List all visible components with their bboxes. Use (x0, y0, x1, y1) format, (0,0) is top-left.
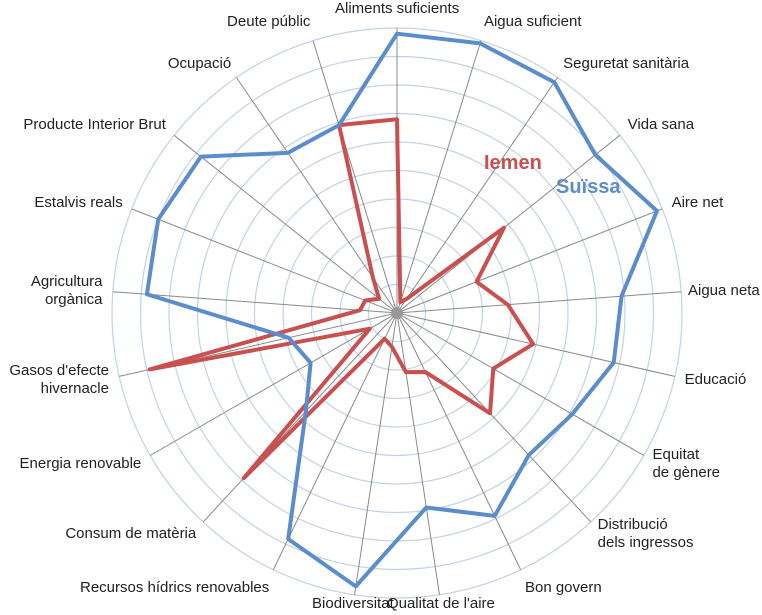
spoke (202, 312, 398, 523)
spoke (112, 291, 398, 314)
spoke (354, 312, 398, 595)
axis-label: Deute públic (227, 13, 311, 31)
legend-label: Suïssa (556, 176, 621, 198)
spoke (396, 291, 682, 314)
axis-label: Aire net (671, 194, 724, 212)
axis-label: Ocupació (167, 55, 232, 73)
spoke (149, 312, 398, 456)
axis-label: Aliments suficients (335, 0, 460, 17)
axis-label: Biodiversitat (312, 595, 394, 612)
series-line (147, 117, 536, 481)
axis-label: Aigua neta (688, 281, 760, 299)
axis-label: Aigua suficient (483, 13, 582, 31)
spoke (131, 208, 398, 314)
spoke (396, 40, 482, 314)
spoke (396, 312, 675, 377)
axis-label: Estalvis reals (34, 194, 123, 212)
axis-label: Consum de matèria (65, 524, 197, 542)
spoke (396, 77, 558, 314)
axis-label: Seguretat sanitària (563, 55, 690, 73)
axis-label: Producte Interior Brut (23, 116, 166, 134)
axis-label: Educació (684, 370, 747, 388)
spoke (312, 40, 398, 314)
axis-label: Equitat de gènere (652, 445, 721, 481)
axis-label: Agricultura orgànica (30, 272, 103, 308)
axis-label: Recursos hídrics renovables (80, 578, 270, 596)
spoke (396, 134, 621, 314)
hub (391, 307, 403, 319)
axis-label: Gasos d'efecte hivernacle (9, 361, 109, 397)
spoke (272, 312, 398, 570)
series-line (144, 31, 659, 589)
axis-label: Vida sana (627, 116, 695, 134)
axis-label: Energia renovable (19, 454, 142, 472)
spoke (396, 312, 522, 570)
legend-label: Iemen (484, 152, 542, 174)
spoke (396, 312, 592, 523)
spoke (396, 312, 645, 456)
spoke (396, 208, 663, 314)
spoke (396, 312, 440, 595)
axis-label: Distribució dels ingressos (597, 515, 694, 551)
axis-label: Qualitat de l'aire (386, 595, 495, 612)
spoke (173, 134, 398, 314)
axis-label: Bon govern (524, 578, 602, 596)
